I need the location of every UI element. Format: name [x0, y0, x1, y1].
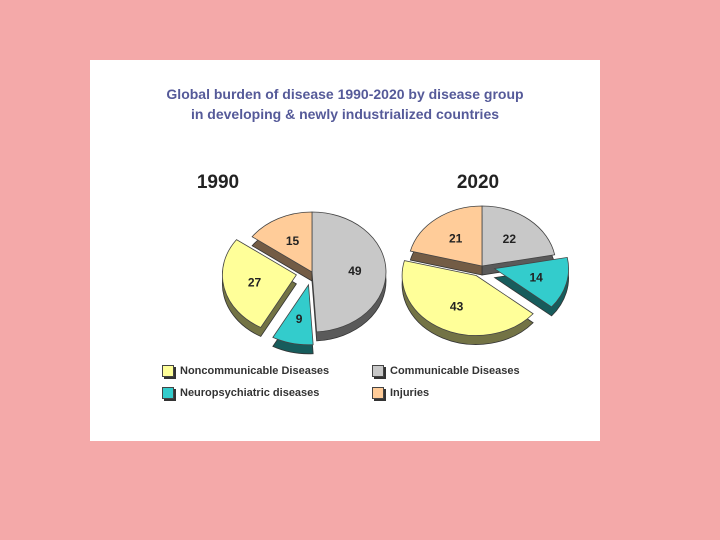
slice-label-noncommunicable-diseases-2020: 43 [450, 300, 464, 314]
legend-label-injuries: Injuries [390, 387, 430, 399]
chart-title-line2: in developing & newly industrialized cou… [190, 106, 500, 122]
slice-label-injuries-1990: 15 [286, 234, 300, 248]
legend-item-neuropsychiatric: Neuropsychiatric diseases [162, 387, 319, 399]
slice-neuropsychiatric-diseases-1990 [272, 283, 314, 346]
pie-1990: 49 9 27 15 1990 [197, 172, 387, 355]
slice-label-noncommunicable-diseases-1990: 27 [248, 275, 262, 289]
legend-swatch-communicable [372, 365, 384, 377]
slice-label-communicable-diseases-2020: 22 [503, 232, 517, 246]
legend-label-neuropsychiatric: Neuropsychiatric diseases [180, 387, 320, 399]
slice-label-neuropsychiatric-diseases-2020: 14 [529, 270, 543, 284]
chart-card: Global burden of disease 1990-2020 by di… [90, 60, 600, 441]
legend-swatch-noncommunicable [162, 365, 174, 377]
legend-label-noncommunicable: Noncommunicable Diseases [180, 365, 330, 377]
legend-swatch-neuropsychiatric [162, 387, 174, 399]
pie-charts: 49 9 27 15 1990 22 14 43 21 2020 [197, 172, 569, 355]
slice-neuropsychiatric-diseases-2020 [493, 256, 569, 308]
slice-label-injuries-2020: 21 [449, 232, 463, 246]
slice-injuries-1990 [251, 211, 313, 273]
pie-2020: 22 14 43 21 2020 [401, 172, 569, 345]
slice-label-neuropsychiatric-diseases-1990: 9 [296, 312, 303, 326]
chart-title-line1: Global burden of disease 1990-2020 by di… [166, 86, 524, 102]
legend-label-communicable: Communicable Diseases [390, 365, 520, 377]
legend-item-communicable: Communicable Diseases [372, 365, 520, 377]
slice-noncommunicable-diseases-2020 [401, 260, 534, 336]
legend-item-injuries: Injuries [372, 387, 429, 399]
year-label-2020: 2020 [457, 172, 499, 193]
chart-title: Global burden of disease 1990-2020 by di… [90, 84, 600, 124]
year-label-1990: 1990 [197, 172, 239, 193]
slice-communicable-diseases-1990 [311, 211, 387, 333]
slice-noncommunicable-diseases-1990 [222, 239, 297, 328]
slice-communicable-diseases-2020 [481, 205, 556, 267]
legend-swatch-injuries [372, 387, 384, 399]
slice-injuries-2020 [409, 205, 483, 267]
legend-item-noncommunicable: Noncommunicable Diseases [162, 365, 329, 377]
slice-label-communicable-diseases-1990: 49 [348, 264, 362, 278]
